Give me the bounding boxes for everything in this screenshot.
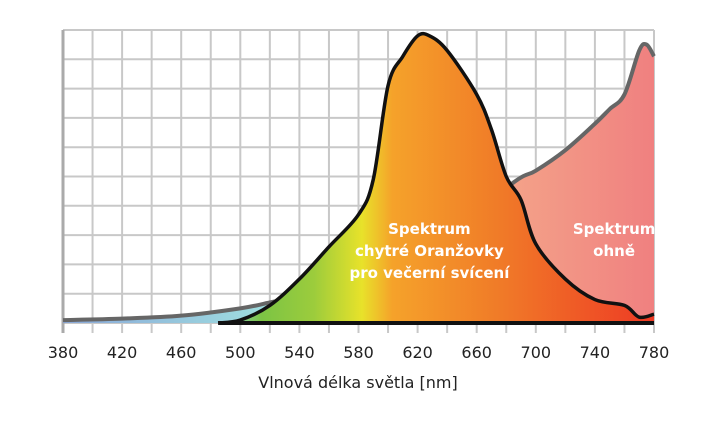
x-tick-label: 620 bbox=[402, 343, 433, 362]
x-tick-label: 580 bbox=[343, 343, 374, 362]
lamp-spectrum-line bbox=[217, 31, 655, 325]
x-tick-label: 500 bbox=[225, 343, 256, 362]
x-tick-label: 460 bbox=[166, 343, 197, 362]
series-label-line: chytré Oranžovky bbox=[355, 242, 504, 260]
x-tick-label: 380 bbox=[48, 343, 79, 362]
x-tick-label: 700 bbox=[521, 343, 552, 362]
x-tick-label: 780 bbox=[639, 343, 670, 362]
series-label-line: pro večerní svícení bbox=[349, 264, 510, 282]
x-tick-label: 420 bbox=[107, 343, 138, 362]
series-labels: Spektrum chytré Oranžovky pro večerní svíc… bbox=[349, 220, 655, 282]
series-label-line: ohně bbox=[593, 242, 635, 260]
series-label-line: Spektrum bbox=[388, 220, 471, 238]
series-layer bbox=[62, 31, 656, 325]
x-tick-label: 740 bbox=[580, 343, 611, 362]
x-axis-label: Vlnová délka světla [nm] bbox=[258, 373, 457, 392]
x-tick-label: 540 bbox=[284, 343, 315, 362]
x-tick-labels: 380 420 460 500 540 580 620 660 700 740 780 bbox=[48, 343, 670, 362]
x-tick-label: 660 bbox=[461, 343, 492, 362]
series-label-line: Spektrum bbox=[573, 220, 656, 238]
